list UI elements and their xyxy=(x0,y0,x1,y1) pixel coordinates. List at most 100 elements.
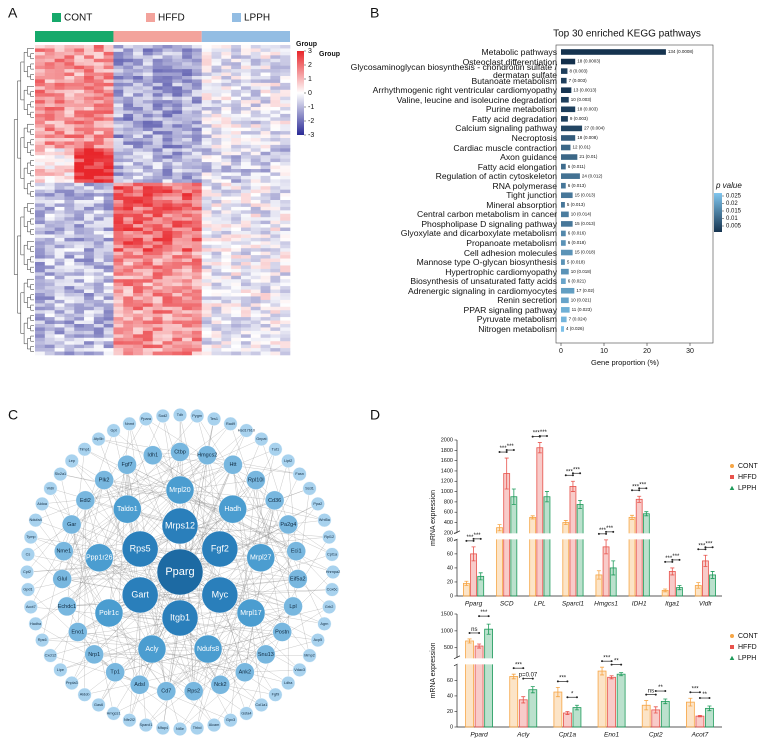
heatmap-cell xyxy=(103,48,114,53)
node xyxy=(20,547,35,562)
heatmap-cell xyxy=(44,317,55,321)
heatmap-cell xyxy=(103,255,114,259)
heatmap-cell xyxy=(221,206,232,211)
heatmap-cell xyxy=(182,341,193,345)
heatmap-cell xyxy=(221,58,232,63)
color-tick-label: 3 xyxy=(308,48,312,55)
edge xyxy=(152,455,261,558)
heatmap-cell xyxy=(240,113,252,118)
heatmap-cell xyxy=(84,76,95,80)
heatmap-cell xyxy=(113,72,124,77)
heatmap-cell xyxy=(172,51,183,56)
category-label: Calcium signaling pathway xyxy=(455,123,557,134)
heatmap-cell xyxy=(270,306,281,311)
heatmap-cell xyxy=(133,165,144,170)
heatmap-cell xyxy=(250,45,261,49)
heatmap-cell xyxy=(270,58,281,63)
heatmap-cell xyxy=(221,110,232,115)
heatmap-cell xyxy=(152,107,163,111)
heatmap-cell xyxy=(93,206,104,211)
heatmap-cell xyxy=(182,206,193,211)
sig-label: *** xyxy=(603,655,611,661)
heatmap-cell xyxy=(280,293,291,297)
heatmap-cell xyxy=(280,217,291,221)
heatmap-cell xyxy=(182,227,193,232)
heatmap-cell xyxy=(231,337,242,342)
heatmap-cell xyxy=(172,299,183,304)
heatmap-cell xyxy=(74,131,85,135)
heatmap-cell xyxy=(64,272,75,277)
heatmap-cell xyxy=(231,124,242,128)
heatmap-cell xyxy=(54,337,65,342)
bar xyxy=(536,447,544,597)
heatmap-cell xyxy=(64,79,75,84)
heatmap-cell xyxy=(240,313,252,318)
edge xyxy=(77,500,86,633)
heatmap-cell xyxy=(152,279,163,283)
heatmap-cell xyxy=(201,275,212,280)
heatmap-cell xyxy=(172,286,183,290)
heatmap-cell xyxy=(240,241,252,246)
heatmap-cell xyxy=(280,306,291,311)
heatmap-cell xyxy=(44,289,55,294)
heatmap-cell xyxy=(93,58,104,63)
heatmap-cell xyxy=(44,96,55,101)
edge xyxy=(232,464,299,580)
heatmap-cell xyxy=(152,86,163,91)
heatmap-cell xyxy=(64,296,75,301)
edge xyxy=(61,479,105,580)
heatmap-cell xyxy=(182,141,193,146)
heatmap-cell xyxy=(152,76,163,80)
heatmap-cell xyxy=(201,138,212,142)
node xyxy=(23,530,38,545)
heatmap-cell xyxy=(280,103,291,108)
heatmap-cell xyxy=(123,72,134,77)
heatmap-cell xyxy=(270,317,281,321)
heatmap-cell xyxy=(152,120,163,125)
heatmap-cell xyxy=(103,275,114,280)
heatmap-cell xyxy=(211,117,222,122)
node-label: Hnrnpa2 xyxy=(326,570,341,574)
heatmap-cell xyxy=(103,155,114,159)
color-tick-label: 2 xyxy=(308,62,312,69)
heatmap-cell xyxy=(142,303,153,308)
heatmap-cell xyxy=(250,310,261,314)
heatmap-cell xyxy=(231,341,242,345)
heatmap-cell xyxy=(133,251,144,256)
error-bar xyxy=(619,672,624,677)
edge xyxy=(246,631,283,714)
heatmap-cell xyxy=(172,282,183,287)
heatmap-cell xyxy=(270,279,281,283)
heatmap-cell xyxy=(64,45,75,49)
sig-end xyxy=(704,546,707,549)
heatmap-cell xyxy=(191,348,203,352)
heatmap-cell xyxy=(142,100,153,104)
heatmap-cell xyxy=(64,107,75,111)
heatmap-cell xyxy=(35,169,46,173)
heatmap-cell xyxy=(240,131,252,135)
node xyxy=(246,470,266,490)
heatmap-cell xyxy=(152,306,163,311)
heatmap-cell xyxy=(123,258,134,263)
heatmap-cell xyxy=(133,248,144,252)
heatmap-cell xyxy=(211,268,222,273)
heatmap-cell xyxy=(172,203,183,208)
heatmap-cell xyxy=(231,186,242,190)
heatmap-cell xyxy=(152,193,163,197)
heatmap-cell xyxy=(221,131,232,135)
heatmap-cell xyxy=(84,310,95,314)
node-label: Glul xyxy=(57,576,67,582)
heatmap-cell xyxy=(64,120,75,125)
heatmap-cell xyxy=(270,69,281,73)
heatmap-cell xyxy=(54,58,65,63)
heatmap-cell xyxy=(84,58,95,63)
heatmap-cell xyxy=(182,248,193,252)
heatmap-cell xyxy=(152,282,163,287)
heatmap-cell xyxy=(240,344,252,349)
heatmap-cell xyxy=(54,86,65,91)
heatmap-cell xyxy=(182,262,193,266)
heatmap-cell xyxy=(162,220,173,225)
heatmap-cell xyxy=(270,79,281,84)
heatmap-cell xyxy=(162,200,173,204)
sig-label: ns xyxy=(648,689,654,695)
